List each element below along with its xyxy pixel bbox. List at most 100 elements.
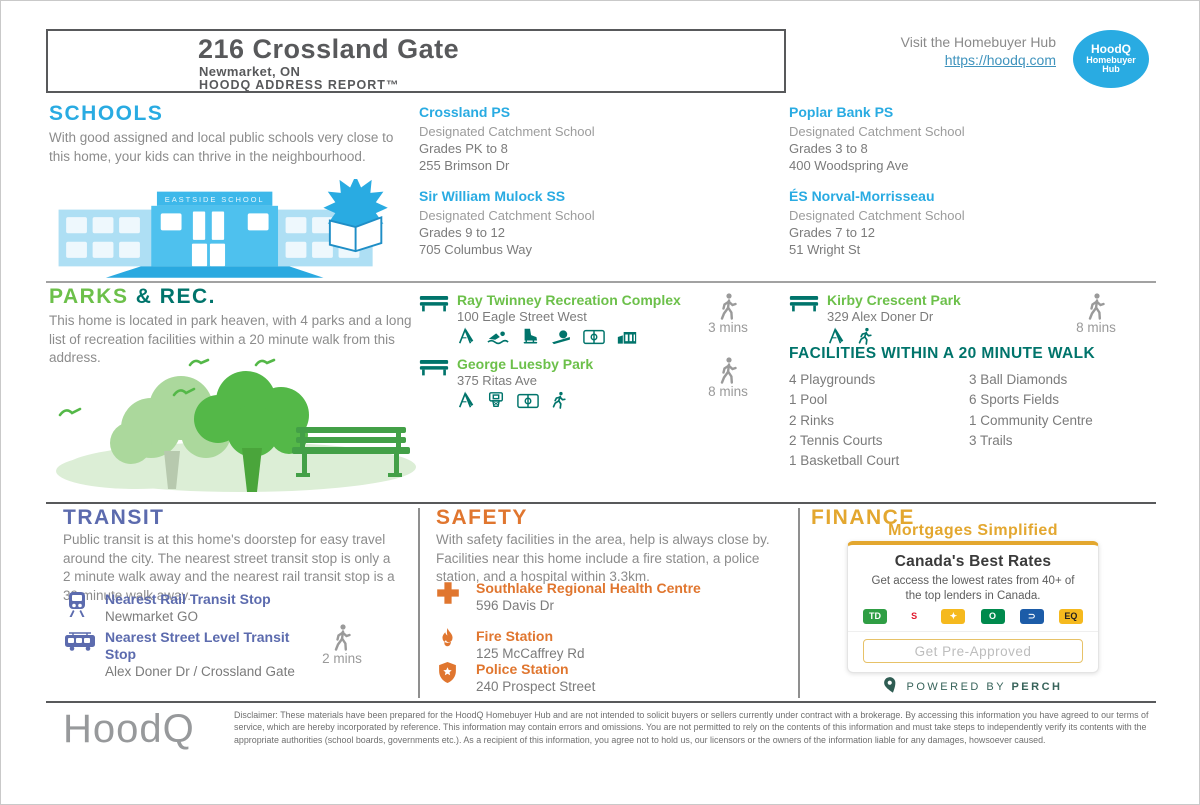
facility-item: 2 Tennis Courts (789, 432, 883, 448)
running-icon (551, 391, 567, 414)
page-title: 216 Crossland Gate (198, 34, 460, 64)
street-transit-item: Nearest Street Level Transit Stop Alex D… (63, 629, 320, 681)
parks-title-teal: & REC. (135, 285, 216, 308)
column-divider (418, 508, 420, 698)
sports-field-icon (517, 393, 539, 414)
get-pre-approved-button[interactable]: Get Pre-Approved (863, 639, 1083, 664)
soccer-icon (551, 329, 571, 350)
bus-icon (63, 632, 97, 657)
hoodq-link[interactable]: https://hoodq.com (944, 52, 1056, 68)
school-grades: Grades 9 to 12 (419, 224, 505, 240)
walking-person-icon (720, 293, 737, 320)
safety-address: 596 Davis Dr (476, 598, 555, 614)
hospital-cross-icon (436, 581, 460, 610)
park-illustration (46, 353, 426, 500)
address-city: Newmarket, ON (199, 64, 301, 79)
park-amenities (457, 391, 689, 414)
section-divider (46, 502, 1156, 504)
park-address: 375 Ritas Ave (457, 373, 537, 389)
facilities-title: FACILITIES WITHIN A 20 MINUTE WALK (789, 345, 1096, 362)
walk-time: 3 mins (699, 292, 757, 335)
school-type: Designated Catchment School (419, 124, 595, 140)
park-item: Kirby Crescent Park 329 Alex Doner Dr (789, 292, 1059, 350)
school-type: Designated Catchment School (789, 124, 965, 140)
safety-name: Southlake Regional Health Centre (476, 580, 701, 596)
park-item: Ray Twinney Recreation Complex 100 Eagle… (419, 292, 689, 350)
facility-item: 1 Pool (789, 392, 828, 408)
safety-address: 125 McCaffrey Rd (476, 646, 585, 662)
schools-description: With good assigned and local public scho… (49, 130, 394, 164)
rail-stop-value: Newmarket GO (105, 609, 199, 625)
school-item: Crossland PS Designated Catchment School… (419, 104, 779, 175)
finance-card-text: Get access the lowest rates from 40+ of … (871, 575, 1075, 602)
safety-address: 240 Prospect Street (476, 679, 596, 695)
transit-description: Public transit is at this home's doorste… (63, 532, 395, 603)
powered-by-label: POWERED BY (906, 681, 1006, 693)
walk-time-label: 3 mins (708, 320, 748, 335)
playground-icon (457, 327, 475, 350)
school-sign-label: EASTSIDE SCHOOL (165, 195, 265, 204)
school-grades: Grades 3 to 8 (789, 140, 868, 156)
school-item: Poplar Bank PS Designated Catchment Scho… (789, 104, 1149, 175)
badge-line3: Hub (1102, 64, 1120, 75)
park-name: Kirby Crescent Park (827, 292, 961, 308)
report-title: HOODQ ADDRESS REPORT™ (199, 78, 400, 92)
lender-logos: TD S ✦ O ⊃ EQ (848, 609, 1098, 625)
homebuyer-hub-text: Visit the Homebuyer Hub (900, 34, 1056, 50)
finance-card-title: Canada's Best Rates (894, 553, 1052, 570)
lender-logo: TD (863, 609, 887, 625)
schools-column-2: Poplar Bank PS Designated Catchment Scho… (789, 104, 1149, 272)
park-name: George Luesby Park (457, 356, 594, 372)
safety-title: SAFETY (436, 506, 528, 529)
facility-item: 1 Basketball Court (789, 453, 900, 468)
facility-item: 3 Trails (969, 432, 1013, 448)
parks-description: This home is located in park heaven, wit… (49, 313, 412, 366)
facilities-column-right: 3 Ball Diamonds 6 Sports Fields 1 Commun… (969, 370, 1149, 471)
playground-icon (827, 327, 845, 350)
badge-line2: Homebuyer (1086, 54, 1136, 65)
parks-title-green: PARKS (49, 285, 136, 308)
lender-logo: ⊃ (1019, 609, 1044, 625)
hospital-item: Southlake Regional Health Centre 596 Dav… (436, 580, 746, 615)
arena-icon (617, 329, 637, 350)
rail-transit-item: Nearest Rail Transit Stop Newmarket GO (63, 591, 345, 626)
transit-title: TRANSIT (63, 506, 165, 529)
facilities-section: FACILITIES WITHIN A 20 MINUTE WALK 4 Pla… (789, 345, 1159, 471)
swimming-icon (487, 329, 509, 350)
flame-icon (439, 628, 456, 654)
walk-time: 8 mins (1067, 292, 1125, 335)
hoodq-hub-badge: HoodQ Homebuyer Hub (1073, 30, 1149, 88)
playground-icon (457, 391, 475, 414)
safety-name: Police Station (476, 661, 569, 677)
school-address: 400 Woodspring Ave (789, 157, 909, 173)
walking-person-icon (720, 357, 737, 384)
walk-time-label: 8 mins (1076, 320, 1116, 335)
basketball-icon (487, 391, 505, 414)
finance-subtitle: Mortgages Simplified (888, 522, 1058, 539)
rail-stop-label: Nearest Rail Transit Stop (105, 591, 271, 607)
badge-line1: HoodQ (1091, 42, 1131, 57)
parks-title: PARKS & REC. (49, 285, 216, 309)
park-address: 100 Eagle Street West (457, 309, 587, 325)
safety-description: With safety facilities in the area, help… (436, 532, 770, 585)
running-icon (857, 327, 873, 350)
street-stop-value: Alex Doner Dr / Crossland Gate (105, 664, 295, 680)
park-bench-icon (789, 294, 819, 317)
schools-column-1: Crossland PS Designated Catchment School… (419, 104, 779, 272)
disclaimer-text: Disclaimer: These materials have been pr… (234, 710, 1149, 745)
perch-brand: PERCH (1011, 681, 1063, 693)
school-address: 255 Brimson Dr (419, 157, 510, 173)
section-divider (46, 281, 1156, 283)
hoodq-logo: HoodQ (63, 707, 195, 751)
school-grades: Grades PK to 8 (419, 140, 508, 156)
finance-card: Canada's Best Rates Get access the lowes… (847, 541, 1099, 674)
school-grades: Grades 7 to 12 (789, 224, 875, 240)
school-name: Poplar Bank PS (789, 104, 894, 120)
walk-time-label: 8 mins (708, 384, 748, 399)
school-building-icon: EASTSIDE SCHOOL (58, 175, 388, 278)
facilities-column-left: 4 Playgrounds 1 Pool 2 Rinks 2 Tennis Co… (789, 370, 969, 471)
lender-logo: O (980, 609, 1005, 625)
walking-person-icon (1088, 293, 1105, 320)
school-name: ÉS Norval-Morrisseau (789, 187, 935, 204)
facility-item: 2 Rinks (789, 412, 835, 428)
